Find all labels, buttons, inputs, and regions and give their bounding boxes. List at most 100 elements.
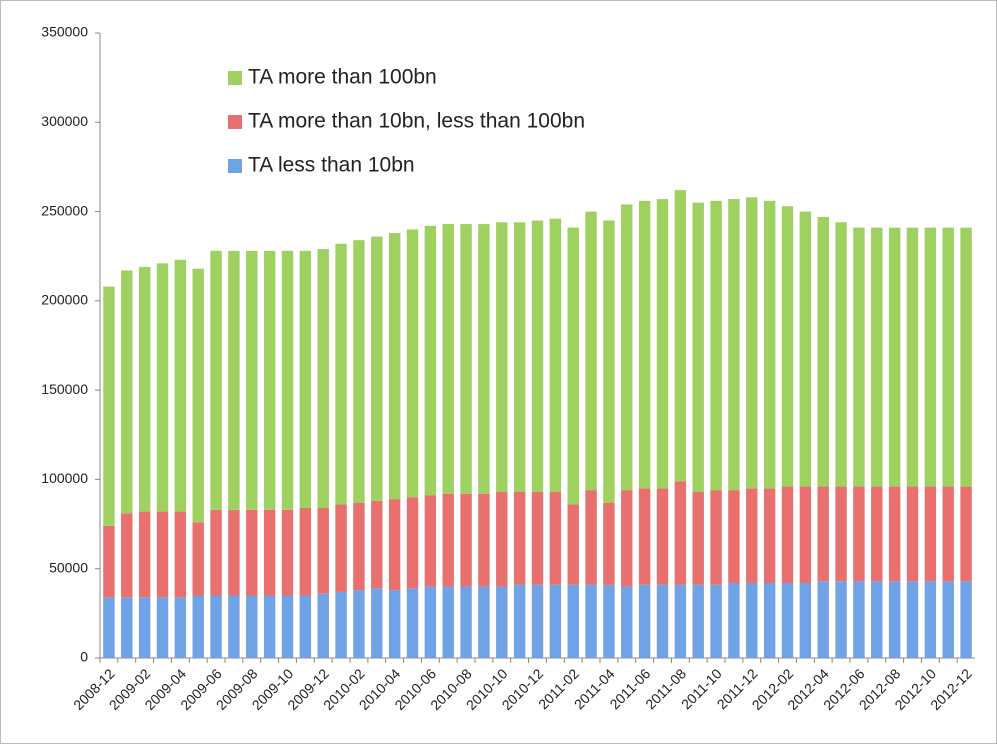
bar-segment [317, 249, 329, 509]
y-tick-label: 200000 [41, 292, 88, 308]
bar-segment [192, 268, 204, 523]
bar-segment [746, 583, 758, 658]
bar-segment [710, 490, 722, 585]
bar-segment [281, 250, 294, 510]
bar-segment [210, 250, 222, 510]
bar-segment [763, 488, 776, 583]
bar-segment [371, 588, 383, 658]
bar-segment [942, 581, 954, 658]
bar-segment [156, 597, 169, 658]
bar-segment [531, 491, 544, 585]
bar-segment [228, 250, 240, 510]
bar-segment [585, 584, 597, 658]
bar-segment [817, 581, 829, 658]
legend-swatch [228, 159, 242, 173]
bar-segment [603, 502, 615, 585]
bar-segment [888, 486, 901, 582]
bar-segment [335, 243, 347, 505]
bar-segment [103, 525, 115, 598]
bar-segment [781, 583, 794, 658]
bar-segment [871, 581, 883, 658]
bar-segment [656, 488, 669, 585]
legend-label: TA less than 10bn [248, 154, 415, 177]
bar-segment [299, 595, 312, 658]
bar-segment [692, 202, 704, 492]
bar-segment [210, 509, 222, 596]
y-tick-label: 50000 [49, 559, 88, 575]
bar-segment [960, 581, 972, 658]
bar-segment [174, 511, 187, 598]
bar-segment [531, 220, 544, 492]
bar-segment [567, 584, 579, 658]
bar-segment [174, 259, 187, 512]
bar-segment [335, 591, 347, 658]
bar-segment [263, 509, 276, 596]
y-tick-label: 300000 [41, 113, 88, 129]
bar-segment [603, 220, 615, 503]
bar-segment [353, 240, 365, 503]
bar-segment [692, 584, 704, 658]
bar-segment [799, 211, 812, 487]
y-tick-label: 0 [80, 649, 88, 665]
bar-segment [138, 266, 151, 512]
bar-segment [871, 486, 883, 582]
legend-label: TA more than 10bn, less than 100bn [248, 110, 585, 133]
bar-segment [263, 250, 276, 510]
bar-segment [549, 218, 562, 492]
bar-segment [567, 504, 579, 585]
bar-segment [496, 491, 508, 587]
bar-segment [353, 502, 365, 591]
bar-segment [817, 486, 829, 582]
bar-segment [531, 584, 544, 658]
bar-segment [513, 491, 526, 585]
bar-segment [674, 584, 687, 658]
bar-segment [960, 486, 972, 582]
bar-segment [960, 227, 972, 487]
bar-segment [460, 224, 472, 494]
bar-segment [567, 227, 579, 505]
bar-segment [317, 593, 329, 658]
legend-label: TA more than 100bn [248, 66, 437, 89]
bar-segment [442, 586, 454, 658]
bar-segment [371, 236, 383, 501]
bar-segment [638, 584, 651, 658]
legend-swatch [228, 71, 242, 85]
bar-segment [585, 211, 597, 491]
bar-segment [442, 493, 454, 587]
bar-segment [496, 586, 508, 658]
bar-segment [906, 486, 919, 582]
bar-segment [210, 595, 222, 658]
bar-segment [871, 227, 883, 487]
bar-segment [621, 490, 633, 587]
bar-segment [942, 486, 954, 582]
bar-segment [174, 597, 187, 658]
bar-segment [799, 486, 812, 583]
bar-segment [121, 597, 133, 658]
bar-segment [746, 488, 758, 583]
bar-segment [192, 595, 204, 658]
bar-segment [728, 199, 740, 491]
bar-segment [246, 509, 258, 596]
bar-segment [942, 227, 954, 487]
bar-segment [674, 190, 687, 482]
bar-segment [281, 595, 294, 658]
bar-segment [888, 581, 901, 658]
bar-segment [406, 588, 419, 658]
bar-segment [388, 499, 401, 591]
bar-segment [513, 584, 526, 658]
bar-segment [853, 486, 865, 582]
bar-segment [638, 488, 651, 585]
bar-segment [228, 595, 240, 658]
y-tick-label: 250000 [41, 202, 88, 218]
bar-segment [442, 224, 454, 494]
bar-segment [478, 224, 490, 494]
bar-segment [710, 584, 722, 658]
bar-segment [281, 509, 294, 596]
bar-segment [478, 586, 490, 658]
bar-segment [460, 586, 472, 658]
bar-segment [728, 490, 740, 583]
bar-segment [781, 206, 794, 487]
bar-segment [299, 508, 312, 596]
